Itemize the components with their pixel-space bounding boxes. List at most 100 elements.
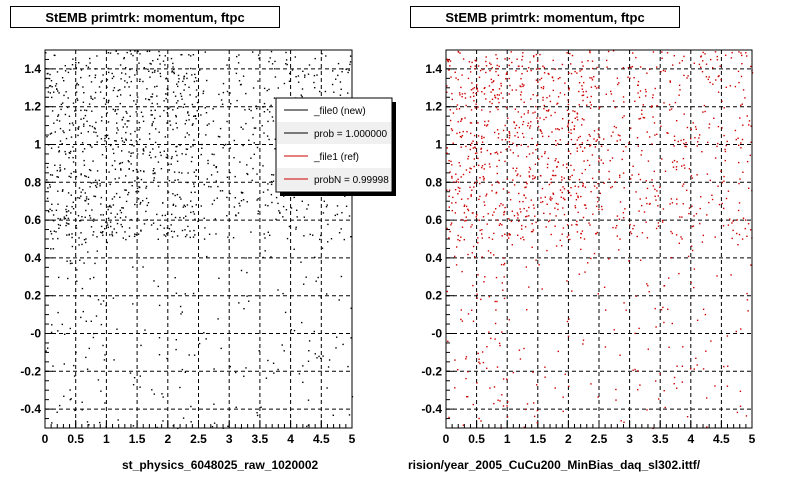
scatter-point [692, 225, 695, 227]
scatter-point [454, 212, 456, 214]
scatter-point [109, 234, 111, 236]
scatter-point [109, 52, 112, 54]
x-tick-label: 0 [42, 432, 49, 446]
scatter-point [457, 78, 459, 81]
scatter-point [460, 146, 462, 148]
scatter-point [116, 127, 118, 129]
scatter-point [540, 175, 542, 177]
scatter-point [580, 195, 582, 198]
scatter-point [508, 132, 511, 134]
scatter-point [170, 224, 172, 226]
scatter-point [69, 260, 72, 262]
scatter-point [616, 225, 618, 227]
scatter-point [490, 153, 492, 155]
scatter-point [641, 113, 643, 115]
scatter-point [239, 161, 241, 163]
scatter-point [228, 59, 230, 61]
scatter-point [657, 225, 660, 227]
scatter-point [717, 142, 719, 145]
scatter-point [211, 425, 214, 428]
scatter-point [460, 318, 462, 321]
scatter-point [697, 141, 699, 143]
scatter-point [476, 293, 478, 295]
scatter-point [226, 90, 229, 93]
scatter-point [49, 73, 51, 76]
scatter-point [544, 152, 546, 155]
scatter-point [661, 51, 663, 53]
scatter-point [336, 336, 338, 338]
scatter-point [615, 388, 617, 391]
scatter-point [238, 302, 240, 304]
scatter-point [449, 119, 452, 122]
scatter-point [746, 292, 748, 295]
scatter-point [619, 201, 622, 203]
scatter-point [235, 215, 237, 217]
scatter-point [742, 89, 745, 91]
scatter-point [637, 80, 640, 83]
scatter-point [493, 386, 496, 388]
scatter-point [723, 175, 725, 178]
scatter-point [159, 72, 161, 75]
scatter-point [124, 73, 127, 75]
scatter-point [61, 143, 63, 145]
scatter-point [477, 90, 479, 92]
scatter-point [458, 190, 461, 192]
scatter-point [52, 214, 55, 216]
scatter-point [562, 118, 564, 120]
scatter-point [46, 197, 49, 200]
scatter-point [270, 193, 273, 196]
scatter-point [492, 89, 494, 91]
scatter-point [551, 76, 554, 79]
scatter-point [122, 207, 124, 209]
scatter-point [76, 82, 78, 85]
scatter-point [301, 95, 303, 98]
scatter-point [183, 75, 186, 77]
scatter-point [135, 234, 138, 236]
scatter-point [634, 368, 636, 371]
scatter-point [114, 178, 116, 180]
scatter-point [572, 110, 574, 112]
scatter-point [88, 169, 91, 171]
scatter-point [480, 151, 482, 153]
scatter-point [508, 319, 510, 321]
scatter-point [166, 88, 168, 90]
scatter-point [667, 132, 669, 134]
scatter-point [172, 91, 175, 93]
scatter-point [180, 95, 183, 97]
scatter-point [503, 297, 506, 300]
scatter-point [208, 185, 210, 188]
scatter-point [168, 169, 170, 171]
scatter-point [51, 209, 53, 212]
scatter-point [504, 124, 506, 127]
scatter-point [508, 93, 510, 95]
scatter-point [125, 189, 127, 191]
scatter-point [690, 281, 692, 284]
scatter-point [530, 69, 532, 72]
scatter-point [529, 168, 532, 170]
scatter-point [479, 195, 481, 198]
scatter-point [476, 180, 478, 182]
scatter-point [636, 235, 638, 238]
scatter-point [154, 141, 157, 144]
scatter-point [301, 88, 304, 90]
scatter-point [682, 157, 685, 160]
scatter-point [268, 88, 270, 91]
scatter-point [528, 166, 531, 169]
scatter-point [664, 170, 667, 172]
scatter-point [742, 217, 745, 219]
scatter-point [582, 216, 585, 219]
scatter-point [471, 224, 473, 226]
scatter-point [112, 89, 115, 92]
scatter-point [739, 390, 742, 392]
scatter-point [530, 98, 532, 100]
scatter-point [511, 61, 513, 64]
scatter-point [567, 123, 570, 125]
scatter-point [537, 120, 539, 123]
scatter-point [267, 189, 269, 191]
scatter-point [221, 190, 224, 192]
scatter-point [322, 212, 325, 214]
scatter-point [537, 81, 539, 83]
scatter-point [63, 80, 65, 82]
scatter-point [472, 147, 474, 149]
scatter-point [82, 150, 84, 153]
